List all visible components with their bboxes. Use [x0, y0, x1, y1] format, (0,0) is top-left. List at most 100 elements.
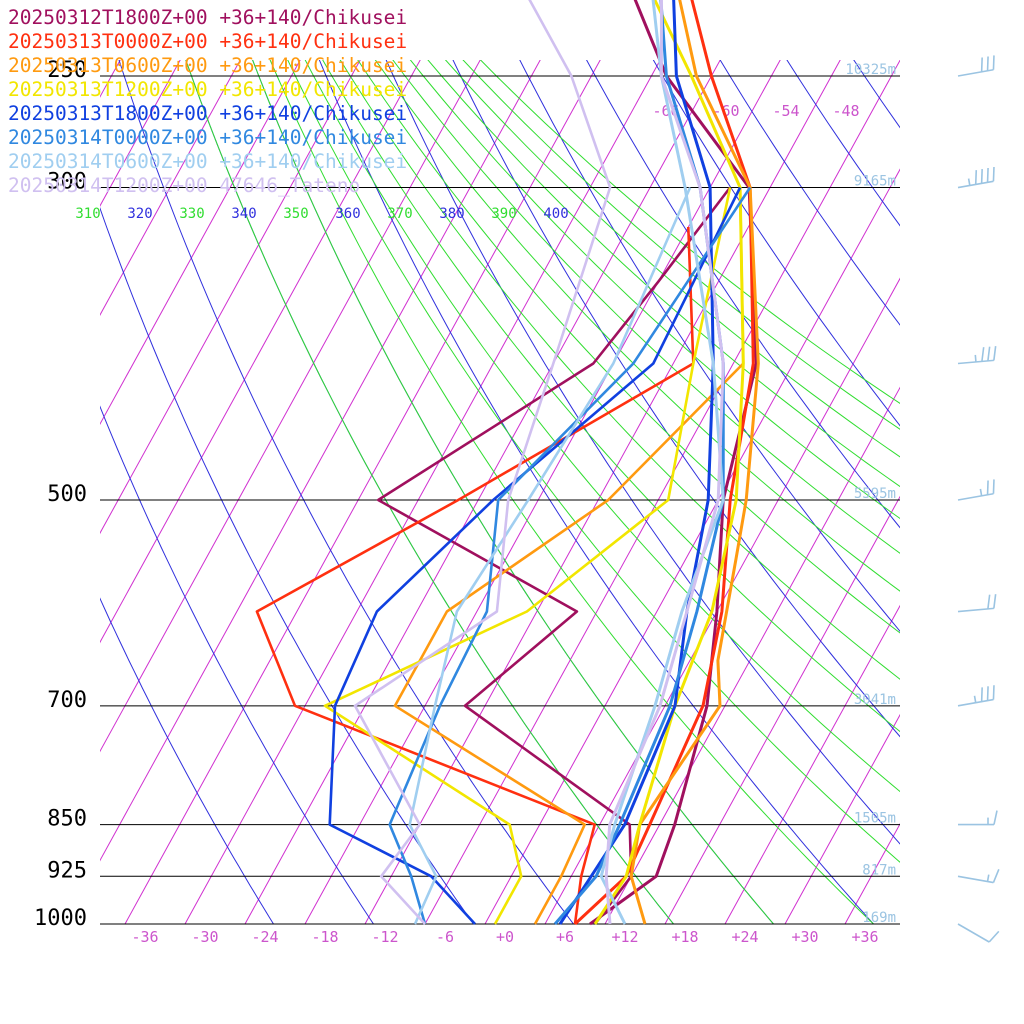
theta-label: 340: [231, 206, 256, 222]
legend: 20250312T1800Z+00 +36+140/Chikusei 202503…: [8, 6, 407, 198]
temperature-tick-label: +0: [496, 928, 514, 946]
height-label: 10325m: [845, 62, 896, 78]
wind-barb-feather: [987, 346, 991, 361]
wind-barb-shaft: [957, 492, 994, 501]
temperature-tick-label: +24: [731, 928, 758, 946]
isotherm-line: [100, 60, 301, 426]
wind-barb-half-feather: [974, 354, 977, 363]
wind-barb-half-feather: [979, 488, 983, 496]
temperature-profile: [558, 0, 715, 925]
wind-barb: [958, 810, 998, 826]
temperature-profile: [573, 0, 755, 926]
legend-entry: 20250313T1200Z+00 +36+140/Chikusei: [8, 78, 408, 101]
wind-barb-shaft: [957, 923, 990, 943]
wind-barb-shaft: [957, 875, 994, 884]
legend-entry: 20250313T0600Z+00 +36+140/Chikusei: [8, 54, 408, 77]
wind-barb: [957, 346, 997, 365]
wind-barb-feather: [986, 56, 989, 71]
theta-label: 390: [491, 206, 516, 222]
dewpoint-profile: [408, 186, 692, 925]
temperature-tick-label: -24: [251, 928, 278, 946]
temperature-tick-label: +12: [611, 928, 638, 946]
theta-label: 370: [387, 206, 412, 222]
temperature-profile: [593, 0, 745, 925]
legend-entry: 20250313T0000Z+00 +36+140/Chikusei: [8, 30, 408, 53]
isotherm-line: [424, 60, 900, 924]
temperature-tick-label: +18: [671, 928, 698, 946]
wind-barb-feather: [986, 686, 989, 701]
wind-barb-half-feather: [973, 695, 977, 703]
wind-barb-feather: [992, 685, 995, 700]
theta-label: 400: [543, 206, 568, 222]
isotherm-line: [364, 60, 841, 924]
temperature-tick-label: +6: [556, 928, 574, 946]
isotherm-line: [784, 713, 900, 924]
legend-entry: 20250312T1800Z+00 +36+140/Chikusei: [8, 6, 408, 29]
temperature-profile: [604, 0, 725, 925]
wind-barb-shaft: [957, 68, 994, 77]
wind-barb-feather: [992, 166, 995, 182]
isotherm-line: [844, 822, 900, 924]
wind-barb: [957, 479, 995, 501]
wind-barb-feather: [992, 479, 995, 494]
wind-barb-feather: [992, 55, 995, 70]
isotherm-line: [244, 60, 721, 924]
isotherm-line: [905, 0, 1024, 924]
wind-barb: [957, 166, 995, 189]
legend-entry: 20250314T1200Z+00 47646_Tateno: [8, 174, 361, 197]
isotherm-line: [100, 60, 241, 316]
theta-label: 360: [335, 206, 360, 222]
wind-barb-half-feather: [967, 178, 971, 186]
temperature-tick-label: -6: [436, 928, 454, 946]
temperature-tick-label: +36: [851, 928, 878, 946]
height-label: 169m: [862, 910, 896, 926]
wind-barb-feather: [993, 594, 997, 609]
legend-entry: 20250314T0000Z+00 +36+140/Chikusei: [8, 126, 408, 149]
theta-label: 380: [439, 206, 464, 222]
isotherm-line: [100, 60, 481, 753]
isotherm-line: [100, 60, 421, 644]
wind-barb-feather: [993, 346, 997, 361]
dry-adiabat: [775, 0, 1024, 924]
wind-barb-feather: [980, 169, 983, 184]
theta-label: 350: [283, 206, 308, 222]
wind-barb-feather: [986, 480, 989, 495]
axis-labels: 10016216m15013646m20011775m25010325m3009…: [34, 58, 896, 946]
height-label: 1505m: [854, 811, 896, 827]
isotherm-line: [100, 60, 541, 862]
dewpoint-profile: [328, 186, 742, 925]
wind-barb-feather: [988, 930, 1000, 943]
height-label: 9165m: [854, 174, 896, 190]
pressure-label: 250: [47, 58, 87, 83]
height-label: 3041m: [854, 692, 896, 708]
pressure-label: 1000: [34, 906, 87, 931]
isotherm-label: -48: [832, 102, 859, 120]
dry-adiabat: [586, 60, 900, 529]
pressure-label: 300: [47, 170, 87, 195]
temperature-tick-label: -12: [371, 928, 398, 946]
wind-barb-feather: [986, 167, 989, 183]
wind-barb-feather: [974, 170, 978, 185]
pressure-label: 700: [47, 688, 87, 713]
isotherm-line: [100, 60, 181, 207]
pressure-label: 850: [47, 807, 87, 832]
dewpoint-profile: [388, 186, 752, 925]
isotherm-line: [664, 495, 900, 924]
isotherm-line: [100, 60, 361, 535]
wind-barb-feather: [993, 810, 998, 825]
wind-barb-feather: [980, 57, 983, 72]
temperature-tick-label: -36: [131, 928, 158, 946]
wind-barb: [957, 868, 1000, 884]
isotherm-label: -54: [772, 102, 799, 120]
dry-adiabat: [620, 0, 1024, 924]
theta-label: 330: [179, 206, 204, 222]
wind-barb: [957, 685, 995, 707]
temperature-tick-label: +30: [791, 928, 818, 946]
dry-adiabat: [719, 60, 900, 326]
pressure-label: 500: [47, 482, 87, 507]
isotherm-line: [124, 60, 601, 924]
theta-label: 320: [127, 206, 152, 222]
isotherm-label: -60: [712, 102, 739, 120]
isobar-lines: [100, 75, 900, 925]
dewpoint-profile: [393, 187, 745, 925]
